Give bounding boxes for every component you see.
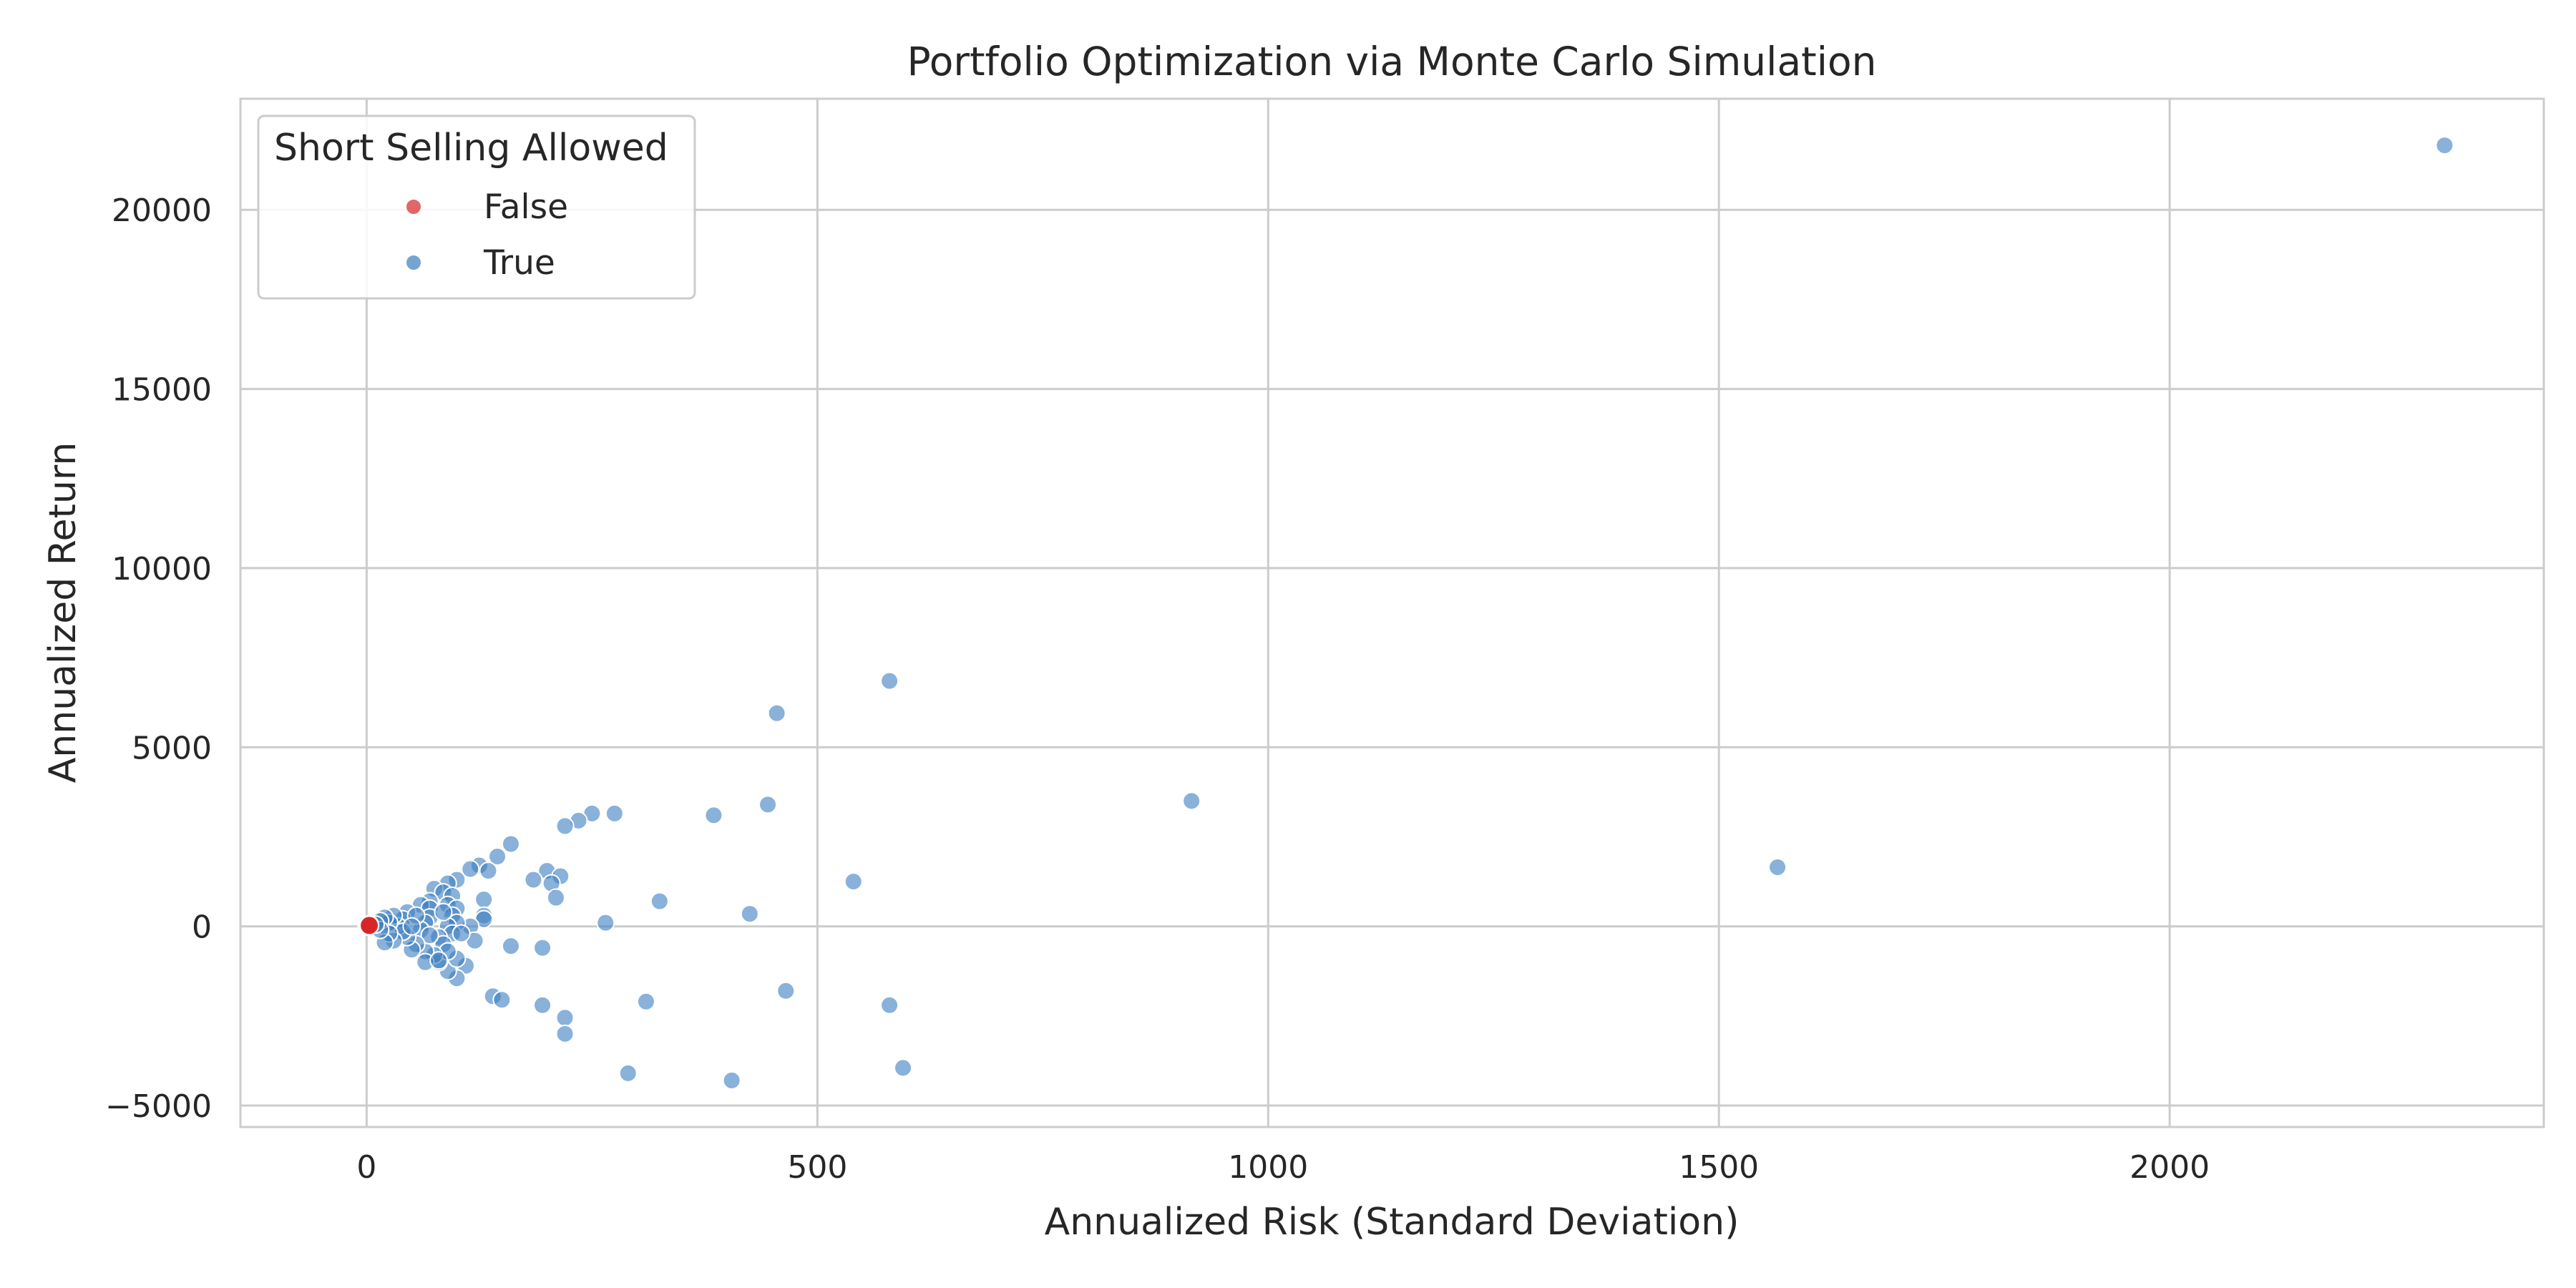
- y-tick-label: 15000: [112, 372, 212, 409]
- grid-lines: [240, 99, 2544, 1127]
- data-point-short-true: [776, 981, 796, 1000]
- y-tick-label: 5000: [132, 730, 212, 766]
- data-point-short-true: [420, 926, 439, 945]
- x-tick-label: 0: [356, 1149, 376, 1186]
- x-axis-title: Annualized Risk (Standard Deviation): [1045, 1201, 1740, 1244]
- data-point-short-true: [555, 1008, 575, 1028]
- data-point-short-true: [880, 671, 899, 691]
- data-point-short-true: [479, 862, 498, 881]
- data-point-short-true: [636, 992, 655, 1011]
- data-point-short-true: [492, 990, 512, 1010]
- data-point-short-true: [555, 816, 575, 836]
- data-point-short-true: [880, 995, 899, 1015]
- data-point-short-true: [605, 804, 624, 823]
- data-point-short-true: [533, 938, 552, 957]
- data-point-short-true: [894, 1058, 913, 1078]
- y-tick-label: 0: [192, 909, 212, 946]
- data-point-short-true: [474, 890, 494, 909]
- data-point-short-true: [596, 913, 615, 932]
- data-point-short-true: [767, 703, 786, 723]
- data-point-short-true: [488, 847, 507, 866]
- x-tick-label: 2000: [2129, 1149, 2210, 1186]
- data-point-short-true: [722, 1070, 741, 1090]
- x-tick-label: 1500: [1679, 1149, 1759, 1186]
- data-point-short-true: [740, 904, 759, 924]
- data-point-short-true: [1768, 857, 1787, 877]
- data-point-short-true: [618, 1063, 638, 1083]
- data-point-short-true: [402, 917, 421, 936]
- x-tick-label: 500: [787, 1149, 847, 1186]
- data-point-short-true: [546, 888, 565, 907]
- legend-marker-true: [405, 254, 422, 271]
- y-axis-title: Annualized Return: [42, 442, 84, 784]
- data-point-short-true: [524, 870, 543, 889]
- y-tick-label: −5000: [105, 1088, 212, 1125]
- y-tick-label: 20000: [112, 192, 212, 229]
- data-point-short-true: [429, 951, 449, 970]
- data-point-short-true: [501, 937, 520, 956]
- data-point-short-true: [704, 806, 723, 825]
- x-tick-labels: 0 500 1000 1500 2000: [356, 1149, 2210, 1186]
- data-point-short-true: [461, 859, 480, 879]
- legend-marker-false: [405, 198, 422, 215]
- data-point-short-true: [452, 924, 471, 943]
- data-point-short-true: [650, 892, 669, 911]
- data-point-short-true: [844, 872, 863, 892]
- chart-title: Portfolio Optimization via Monte Carlo S…: [907, 39, 1876, 84]
- data-point-short-false: [359, 915, 380, 936]
- legend: Short Selling Allowed False True: [257, 114, 696, 300]
- data-point-short-true: [533, 995, 552, 1015]
- data-point-short-true: [758, 795, 778, 814]
- data-point-short-true: [501, 834, 520, 854]
- data-point-short-true: [2435, 136, 2454, 155]
- legend-label-false: False: [484, 187, 568, 227]
- legend-label-true: True: [483, 243, 555, 283]
- plot-frame: [239, 97, 2545, 1128]
- data-point-short-true: [1182, 791, 1201, 811]
- y-tick-labels: −5000 0 5000 10000 15000 20000: [105, 192, 212, 1125]
- x-tick-label: 1000: [1228, 1149, 1308, 1186]
- legend-frame: [257, 114, 696, 300]
- data-points: [357, 136, 2454, 1090]
- y-tick-label: 10000: [112, 551, 212, 587]
- data-point-short-true: [555, 1024, 575, 1043]
- legend-title: Short Selling Allowed: [274, 127, 668, 170]
- data-point-short-true: [434, 902, 453, 922]
